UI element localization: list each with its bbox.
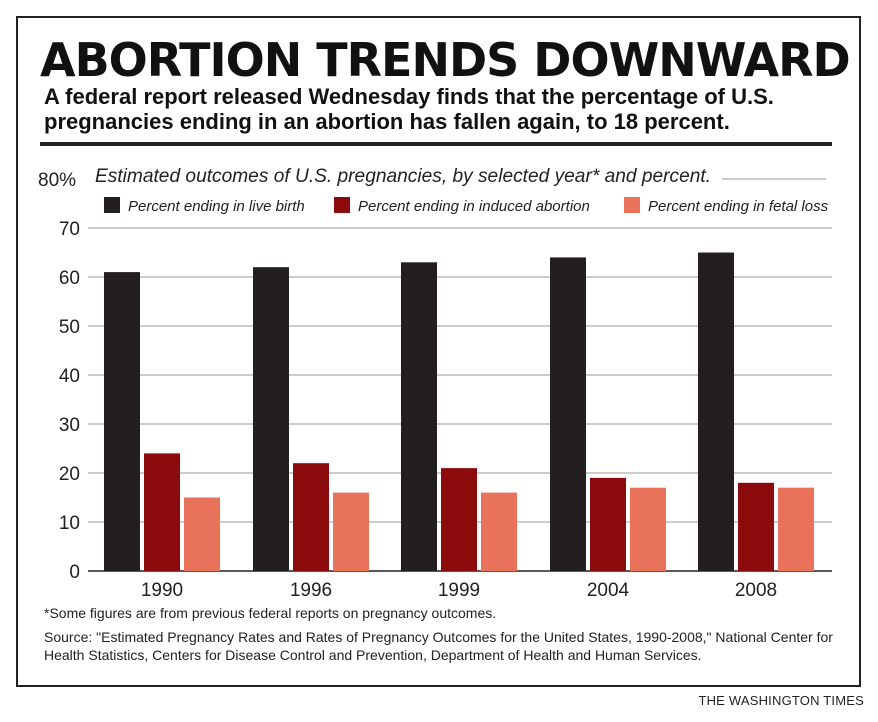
bar-chart: 0 10 20 30 40 50 60 70 80% Estimated outcomes of… [38,166,832,600]
legend-label: Percent ending in live birth [128,198,305,215]
y-tick-label: 10 [59,513,80,534]
y-tick-label: 80% [38,170,76,191]
footnote: *Some figures are from previous federal … [44,605,497,621]
y-axis-ticks: 0 10 20 30 40 50 60 70 80% [38,170,80,583]
x-tick-label: 2008 [735,580,777,600]
y-tick-label: 50 [59,317,80,338]
bar [738,482,774,571]
legend-swatch [334,197,350,213]
y-tick-label: 20 [59,464,80,485]
legend-swatch [104,197,120,213]
bar [590,477,626,571]
subheadline: A federal report released Wednesday find… [44,84,774,134]
bar [144,453,180,571]
bar [441,468,477,571]
x-tick-label: 1990 [141,580,183,600]
x-tick-label: 1996 [290,580,332,600]
legend-swatch [624,197,640,213]
y-tick-label: 70 [59,219,80,240]
headline-rule [40,142,832,146]
legend-label: Percent ending in induced abortion [358,198,590,215]
bar [698,252,734,571]
headline: ABORTION TRENDS DOWNWARD [40,33,851,87]
bar [293,463,329,571]
y-tick-label: 30 [59,415,80,436]
graphic-frame [16,16,861,687]
bar [333,492,369,571]
bar [184,497,220,571]
bar [401,262,437,571]
publisher-credit: THE WASHINGTON TIMES [698,693,864,708]
legend-label: Percent ending in fetal loss [648,198,829,215]
y-tick-label: 0 [69,562,80,583]
bars [104,252,814,571]
chart-title: Estimated outcomes of U.S. pregnancies, … [95,166,711,187]
bar [481,492,517,571]
x-tick-label: 2004 [587,580,630,600]
bar [253,267,289,571]
bar [104,272,140,571]
bar [778,487,814,571]
source-note: Source: "Estimated Pregnancy Rates and R… [44,629,833,663]
y-tick-label: 60 [59,268,80,289]
legend: Percent ending in live birth Percent endi… [104,197,829,215]
bar [630,487,666,571]
x-axis-ticks: 1990 1996 1999 2004 2008 [141,580,777,600]
bar [550,257,586,571]
y-tick-label: 40 [59,366,80,387]
x-tick-label: 1999 [438,580,480,600]
